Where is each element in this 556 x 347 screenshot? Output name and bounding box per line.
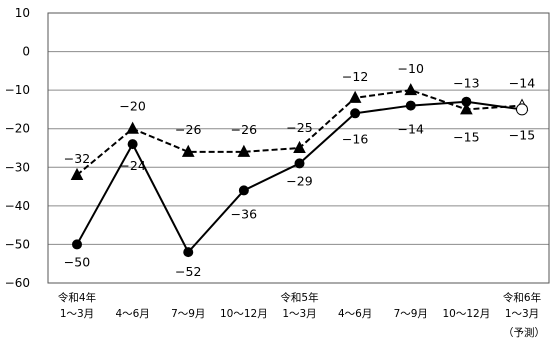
x-category-period: 1～3月 [60, 308, 94, 320]
triangle-marker [181, 144, 195, 157]
y-tick-label: −60 [5, 276, 30, 290]
data-label: −13 [453, 76, 479, 91]
x-category-period: 10～12月 [443, 308, 491, 320]
x-category-period: 4～6月 [115, 308, 149, 320]
data-label: −52 [175, 264, 201, 279]
x-category-period: 1～3月 [505, 308, 539, 320]
y-tick-label: 10 [15, 6, 30, 20]
circle-marker [294, 158, 305, 169]
triangle-marker [404, 83, 418, 96]
triangle-marker [348, 90, 362, 103]
data-label: −26 [231, 122, 257, 137]
data-label: −14 [398, 122, 424, 137]
x-category-period: 4～6月 [338, 308, 372, 320]
x-category-period: 1～3月 [282, 308, 316, 320]
triangle-marker [293, 140, 306, 153]
circle-marker [516, 103, 528, 116]
plot-border [47, 12, 550, 284]
y-tick-label: −20 [5, 122, 30, 136]
data-markers [70, 83, 529, 258]
data-label: −29 [286, 173, 312, 188]
circle-marker [350, 108, 361, 119]
triangle-marker [126, 121, 139, 134]
data-label: −16 [342, 131, 368, 146]
x-category-period: 10～12月 [220, 308, 268, 320]
circle-marker [405, 100, 416, 111]
circle-marker [127, 139, 138, 150]
circle-marker [183, 247, 194, 258]
data-label: −15 [453, 129, 479, 144]
data-label: −32 [64, 151, 90, 166]
data-label: −20 [119, 99, 145, 114]
x-category-year: 令和6年 [503, 291, 541, 304]
x-category-period: 7～9月 [394, 308, 428, 320]
forecast-note: （予測） [503, 326, 545, 339]
y-tick-label: −40 [5, 199, 30, 213]
plot-area [47, 12, 550, 284]
triangle-marker [237, 144, 251, 157]
data-label: −10 [398, 61, 424, 76]
circle-marker [461, 96, 472, 107]
data-label: −36 [231, 206, 257, 221]
data-label: −14 [509, 76, 535, 91]
y-tick-label: −50 [5, 237, 30, 251]
data-labels: −32 −20 −26 −26 −25 −12 −10 −15 −14 −50 −24 −52 −36 −… [64, 61, 535, 279]
data-label: −50 [64, 254, 90, 269]
triangle-marker [70, 167, 84, 180]
y-tick-label: −10 [5, 83, 30, 97]
data-label: −12 [342, 69, 368, 84]
triangle-marker [460, 102, 473, 115]
circle-marker [238, 185, 249, 196]
data-label: −25 [286, 120, 312, 135]
data-label: −15 [509, 127, 535, 142]
circle-marker [72, 239, 82, 250]
x-category-year: 令和4年 [58, 291, 96, 304]
x-category-year: 令和5年 [280, 291, 318, 304]
y-tick-label: 0 [22, 45, 30, 59]
y-tick-label: −30 [5, 160, 30, 174]
data-label: −24 [119, 158, 145, 173]
data-label: −26 [175, 122, 201, 137]
x-category-period: 7～9月 [171, 308, 205, 320]
y-axis-tick-labels: 10 0 −10 −20 −30 −40 −50 −60 [5, 6, 30, 290]
